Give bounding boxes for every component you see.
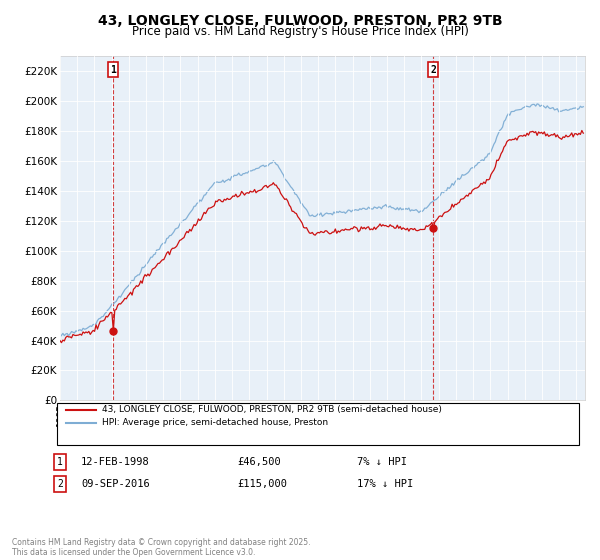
Text: 2: 2 — [430, 64, 436, 74]
Text: 1: 1 — [110, 64, 116, 74]
Text: 1: 1 — [57, 457, 63, 467]
Text: 2: 2 — [57, 479, 63, 489]
Text: Contains HM Land Registry data © Crown copyright and database right 2025.
This d: Contains HM Land Registry data © Crown c… — [12, 538, 311, 557]
Text: £115,000: £115,000 — [237, 479, 287, 489]
Text: 09-SEP-2016: 09-SEP-2016 — [81, 479, 150, 489]
Text: 43, LONGLEY CLOSE, FULWOOD, PRESTON, PR2 9TB: 43, LONGLEY CLOSE, FULWOOD, PRESTON, PR2… — [98, 14, 502, 28]
Text: Price paid vs. HM Land Registry's House Price Index (HPI): Price paid vs. HM Land Registry's House … — [131, 25, 469, 38]
Text: 12-FEB-1998: 12-FEB-1998 — [81, 457, 150, 467]
Text: £46,500: £46,500 — [237, 457, 281, 467]
Text: 17% ↓ HPI: 17% ↓ HPI — [357, 479, 413, 489]
Text: 7% ↓ HPI: 7% ↓ HPI — [357, 457, 407, 467]
Text: 43, LONGLEY CLOSE, FULWOOD, PRESTON, PR2 9TB (semi-detached house): 43, LONGLEY CLOSE, FULWOOD, PRESTON, PR2… — [102, 405, 442, 414]
Text: HPI: Average price, semi-detached house, Preston: HPI: Average price, semi-detached house,… — [102, 418, 328, 427]
